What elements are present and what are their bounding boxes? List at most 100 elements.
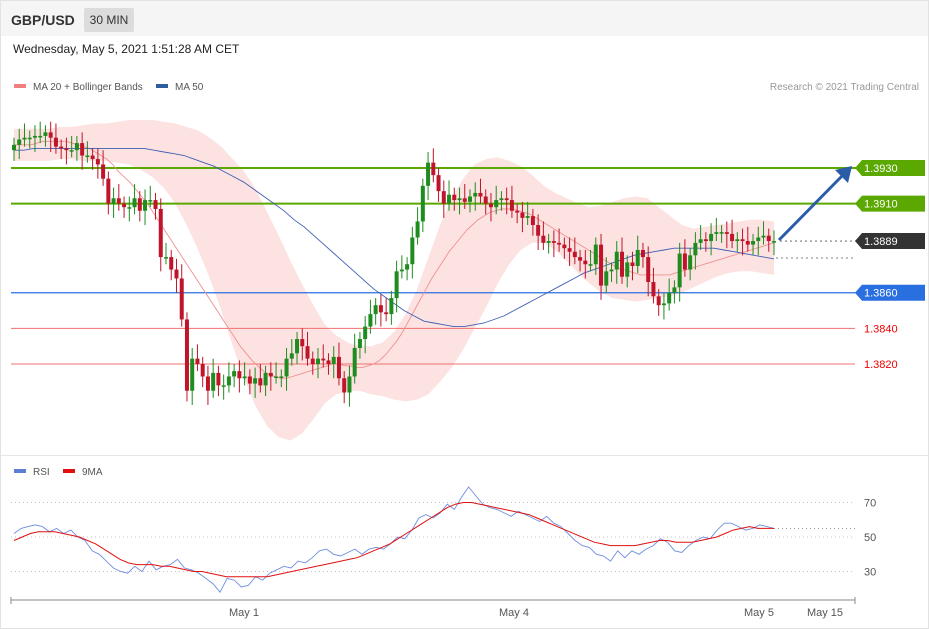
candle [342, 371, 347, 404]
candle-body [457, 198, 462, 201]
candle-body [200, 364, 205, 377]
x-tick-label: May 4 [499, 607, 529, 619]
candle [153, 192, 158, 220]
level-tag-pivot [855, 284, 925, 301]
candle-body [473, 192, 478, 197]
forecast-arrow-shaft [777, 173, 845, 242]
candle [284, 347, 289, 391]
candle [69, 135, 74, 158]
candle-body [300, 339, 305, 347]
bollinger-band [14, 119, 774, 441]
candle-body [620, 251, 624, 277]
candle [447, 180, 452, 211]
chart-datetime: Wednesday, May 5, 2021 1:51:28 AM CET [13, 42, 240, 56]
candle-body [43, 132, 48, 136]
candle-body [38, 135, 43, 138]
candle [368, 299, 373, 334]
candle [609, 262, 614, 283]
candle [101, 150, 106, 186]
candle [478, 178, 483, 204]
candle [604, 257, 609, 293]
candle [279, 369, 284, 388]
candle-body [22, 137, 27, 140]
candle-body [709, 233, 714, 242]
candle [635, 235, 640, 274]
candle-body [567, 248, 572, 252]
timeframe-button[interactable]: 30 MIN [84, 8, 134, 32]
candle [106, 171, 111, 215]
candle [562, 237, 567, 259]
level-label: 1.3840 [864, 323, 898, 335]
candle-body [698, 239, 703, 243]
candle-body [583, 260, 588, 265]
candle-body [158, 208, 163, 258]
candle [22, 123, 27, 147]
candle-body [735, 239, 740, 242]
candle [483, 189, 488, 215]
candle-body [226, 376, 231, 386]
candle [462, 184, 467, 209]
candle-body [295, 339, 300, 354]
candle-body [205, 376, 210, 391]
candle-body [426, 162, 431, 186]
candle [378, 294, 383, 327]
candle-body [677, 253, 682, 288]
candle [730, 219, 735, 249]
level-label: 1.3930 [864, 163, 898, 175]
candle [520, 201, 525, 233]
candle [546, 233, 551, 254]
candle-body [373, 305, 378, 315]
candle [143, 189, 148, 226]
candle [405, 257, 410, 281]
candle-body [609, 269, 614, 272]
symbol-title: GBP/USD [11, 12, 75, 28]
candle-body [499, 198, 504, 201]
candle [74, 135, 79, 161]
candle [148, 185, 153, 208]
candle-body [772, 241, 776, 243]
candle-body [730, 233, 735, 242]
candle-body [326, 360, 331, 364]
candle-body [174, 269, 179, 279]
candle-body [562, 244, 567, 249]
candle-body [80, 143, 85, 156]
candle [263, 365, 268, 397]
candle [190, 347, 195, 405]
candle-body [216, 372, 221, 386]
research-credit: Research © 2021 Trading Central [770, 82, 919, 93]
candle [719, 225, 724, 243]
candle-body [69, 150, 74, 152]
candle-body [488, 203, 493, 208]
candle-body [515, 210, 520, 213]
candle-body [305, 346, 310, 359]
level-tag-resistance [855, 160, 925, 176]
candle-body [164, 257, 168, 259]
candle-body [268, 372, 273, 377]
candle-body [756, 237, 761, 242]
candle [179, 264, 184, 327]
candle-body [310, 358, 315, 364]
candle-body [378, 305, 383, 313]
candle [504, 187, 509, 215]
candle-body [682, 253, 687, 270]
candle-body [656, 296, 661, 306]
candle-body [557, 242, 562, 245]
candle-body [405, 264, 410, 270]
candle [169, 249, 174, 281]
candle [85, 141, 90, 163]
candle [195, 344, 200, 372]
candle [27, 130, 32, 149]
candle-body [478, 192, 483, 197]
candle-body [27, 137, 32, 140]
candle-body [530, 216, 535, 226]
candle [253, 367, 258, 398]
candle [714, 217, 719, 242]
candle [137, 191, 142, 222]
candle-body [572, 251, 577, 258]
candle [316, 347, 320, 379]
candle [247, 369, 252, 395]
candle-body [127, 207, 132, 209]
candle-body [714, 232, 719, 234]
candle [703, 232, 708, 252]
